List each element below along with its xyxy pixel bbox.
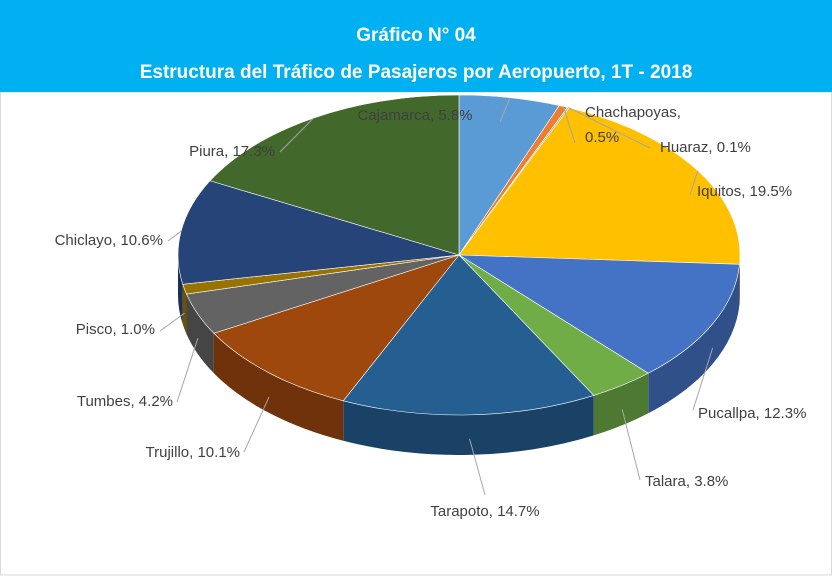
- chart-title: Gráfico N° 04: [356, 25, 476, 46]
- leader-line: [568, 107, 651, 149]
- data-labels: Cajamarca, 5.8% Chachapoyas, 0.5%Huaraz, 0…: [55, 97, 806, 520]
- slice: [213, 254, 460, 402]
- slice-side: [593, 373, 649, 436]
- leader-line: [176, 338, 199, 403]
- pie-tops: [177, 94, 741, 416]
- header-band: [0, 0, 832, 92]
- data-label: Iquitos, 19.5%: [697, 183, 792, 200]
- leader-line: [692, 347, 714, 411]
- slice-side: [186, 294, 214, 374]
- slice-side: [178, 255, 183, 325]
- data-label: Chachapoyas, 0.5%: [585, 104, 681, 146]
- leader-line: [562, 106, 576, 144]
- data-label: Chiclayo, 10.6%: [55, 232, 163, 249]
- data-label: Pisco, 1.0%: [76, 321, 155, 338]
- data-label: Cajamarca, 5.8%: [357, 107, 472, 124]
- leader-line: [689, 170, 699, 196]
- slice-side: [343, 395, 594, 456]
- data-label: Trujillo, 10.1%: [146, 444, 240, 461]
- leader-line: [279, 117, 314, 153]
- leader-line: [499, 97, 511, 123]
- data-label: Tumbes, 4.2%: [77, 393, 173, 410]
- slice: [342, 254, 595, 416]
- pie-sides: [178, 255, 740, 456]
- leader-line: [167, 230, 182, 242]
- leader-line: [469, 438, 486, 496]
- leader-line: [159, 312, 185, 332]
- data-label: Tarapoto, 14.7%: [430, 503, 539, 520]
- slice-side: [182, 284, 187, 335]
- data-label: Pucallpa, 12.3%: [698, 405, 806, 422]
- data-label: Piura, 17.3%: [189, 143, 275, 160]
- slice: [209, 94, 460, 256]
- slice: [177, 180, 460, 285]
- leader-line: [243, 396, 270, 453]
- slice-side: [648, 264, 740, 414]
- chart-subtitle: Estructura del Tráfico de Pasajeros por …: [140, 62, 693, 83]
- slice-side: [213, 333, 344, 441]
- data-label: Talara, 3.8%: [645, 473, 728, 490]
- leader-line: [621, 409, 641, 481]
- slice: [457, 254, 740, 374]
- data-label: Huaraz, 0.1%: [660, 139, 751, 156]
